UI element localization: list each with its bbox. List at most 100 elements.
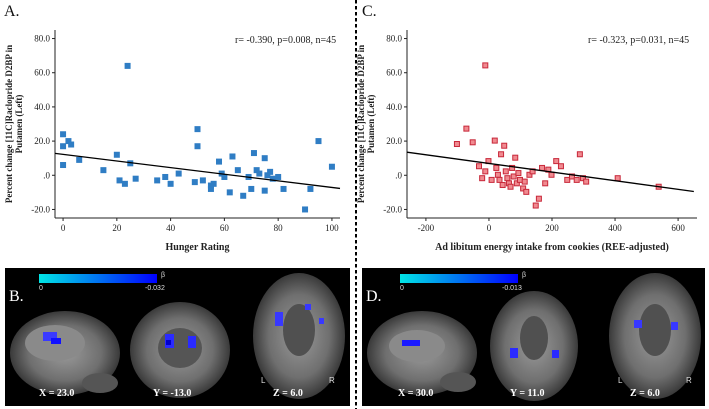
y-tick-label: 20.0	[386, 136, 402, 146]
data-point	[488, 176, 495, 183]
data-point	[194, 126, 201, 133]
data-point	[175, 170, 182, 177]
data-point	[494, 171, 501, 178]
x-tick-label: 40	[166, 223, 176, 233]
data-point	[469, 139, 476, 146]
panel-d-letter: D.	[366, 288, 382, 305]
y-axis-label-line2: Putamen (Left)	[14, 95, 24, 154]
data-point	[532, 202, 539, 209]
x-tick-label: 20	[112, 223, 122, 233]
scatter-chart-hunger: -20.0 .0 20.0 40.0 60.0 80.0 0 20 40 60 80 100 Hunge…	[4, 30, 341, 253]
colorbar-b	[39, 274, 157, 283]
x-tick-label: 0	[61, 223, 66, 233]
y-tick-label: 40.0	[34, 102, 50, 112]
coronal-slice	[130, 302, 230, 398]
colorbar-b-beta: β	[161, 272, 166, 279]
data-point	[496, 176, 503, 183]
data-point	[526, 171, 533, 178]
fit-line	[406, 151, 694, 193]
data-point	[564, 176, 571, 183]
data-point	[504, 175, 511, 182]
data-point	[453, 141, 460, 148]
y-tick-label: 80.0	[34, 34, 50, 44]
data-point	[267, 168, 274, 175]
y-tick-label: -20.0	[383, 204, 402, 214]
data-point	[509, 164, 516, 171]
axial-slice-2	[609, 273, 701, 399]
right-label-d: R	[686, 376, 692, 385]
coord-z-b: Z = 6.0	[273, 388, 303, 399]
data-point	[210, 180, 217, 187]
data-point	[194, 143, 201, 150]
x-axis-label: Ad libitum energy intake from cookies (R…	[435, 242, 669, 253]
data-point	[216, 158, 223, 165]
data-point	[234, 167, 241, 174]
data-point	[100, 167, 107, 174]
data-point	[76, 156, 83, 163]
data-point	[501, 142, 508, 149]
data-point	[482, 62, 489, 69]
data-point	[542, 180, 549, 187]
x-tick-label: -200	[418, 223, 435, 233]
data-point	[116, 177, 123, 184]
y-axis-label: Percent change [11C]Raclopride D2BP in Pu…	[4, 45, 24, 203]
data-point	[307, 185, 314, 192]
left-label-d: L	[618, 376, 623, 385]
data-point	[191, 179, 198, 186]
coord-z-d: Z = 6.0	[630, 388, 660, 399]
data-point	[256, 170, 263, 177]
data-point	[510, 173, 517, 180]
x-tick-label: 0	[487, 223, 492, 233]
data-point	[229, 153, 236, 160]
axial-slice	[253, 273, 345, 399]
x-tick-label: 100	[325, 223, 339, 233]
right-label-b: R	[329, 376, 335, 385]
data-point	[553, 158, 560, 165]
x-tick-label: 60	[220, 223, 230, 233]
data-point	[499, 182, 506, 189]
data-point	[199, 177, 206, 184]
data-point	[498, 151, 505, 158]
panel-a-stats: r= -0.390, p=0.008, n=45	[235, 35, 337, 46]
data-point	[315, 138, 322, 145]
data-point	[614, 175, 621, 182]
data-point	[479, 175, 486, 182]
y-tick-label: 40.0	[386, 102, 402, 112]
data-point	[250, 150, 257, 157]
data-point	[221, 173, 228, 180]
data-point	[493, 164, 500, 171]
data-point	[253, 167, 260, 174]
data-point	[167, 180, 174, 187]
data-point	[302, 206, 309, 213]
axial-slice-1	[490, 291, 578, 401]
data-point	[65, 138, 72, 145]
data-point	[328, 163, 335, 170]
scatter-chart-energy-intake: -20.0 .0 20.0 40.0 60.0 80.0 -200 0 200 400 600Ad …	[357, 30, 697, 253]
data-point	[523, 188, 530, 195]
y-tick-label: .0	[43, 170, 50, 180]
left-label-b: L	[261, 376, 266, 385]
data-point	[275, 173, 282, 180]
x-tick-label: 400	[608, 223, 622, 233]
colorbar-d-beta: β	[522, 272, 527, 279]
data-point	[261, 155, 268, 162]
data-point	[476, 163, 482, 170]
sagittal-slice	[367, 311, 477, 395]
data-point	[154, 177, 161, 184]
data-point	[513, 180, 520, 187]
data-point	[240, 192, 247, 199]
sagittal-slice	[10, 311, 120, 395]
y-axis-label: Percent change [11C]Raclopride D2BP in Pu…	[357, 45, 376, 203]
y-tick-label: 60.0	[386, 68, 402, 78]
data-point	[548, 171, 555, 178]
fit-line	[54, 152, 341, 190]
data-point	[261, 187, 268, 194]
y-tick-label: 80.0	[386, 34, 402, 44]
data-point	[576, 151, 583, 158]
data-point	[482, 168, 489, 175]
x-tick-label: 80	[274, 223, 284, 233]
brain-panel-d: 0 -0.013 β D. X = 30.0 Y = 11.0 Z = 6.0 …	[362, 268, 705, 406]
colorbar-d-max: -0.013	[502, 285, 522, 292]
data-point	[207, 185, 214, 192]
data-point	[520, 185, 527, 192]
